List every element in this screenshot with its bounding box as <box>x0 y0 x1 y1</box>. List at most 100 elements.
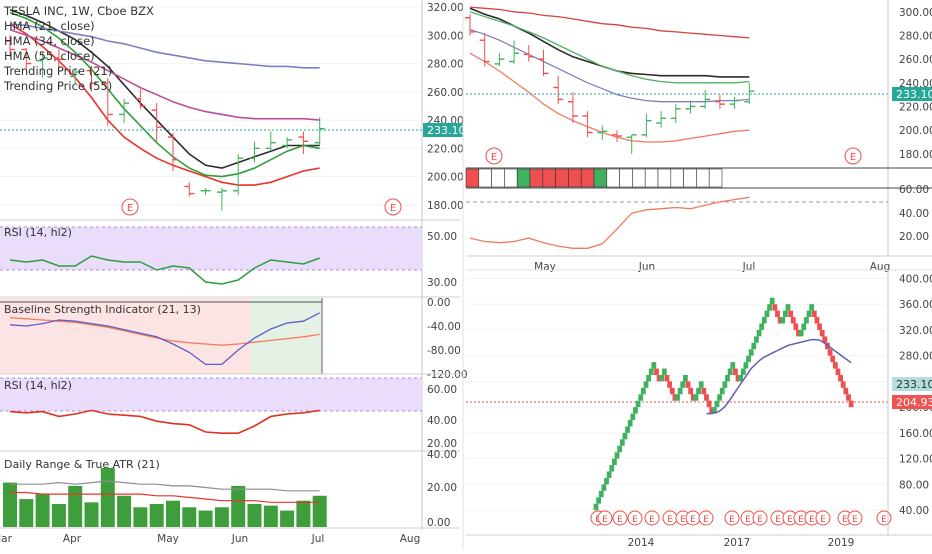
right-top-time-axis[interactable]: May Jun Jul Aug <box>534 261 890 273</box>
renko-brick <box>606 471 612 478</box>
renko-brick <box>814 317 820 324</box>
left-time-axis[interactable]: Mar Apr May Jun Jul Aug <box>0 533 420 545</box>
atr-bar <box>214 507 229 527</box>
renko-price-tick: 40.00 <box>899 505 929 517</box>
earnings-marker-label: E <box>390 203 396 214</box>
renko-earnings-label: E <box>667 515 673 525</box>
renko-price-tick: 280.00 <box>899 351 932 363</box>
renko-brick <box>719 387 725 395</box>
earnings-marker-label: E <box>491 152 497 163</box>
renko-earnings-marker <box>752 510 768 526</box>
renko-earnings-label: E <box>632 515 638 525</box>
right-top-price-axis[interactable]: 300.00 280.00 260.00 240.00 220.00 200.00 180.… <box>899 7 932 161</box>
renko-brick <box>638 394 644 401</box>
signal-cell <box>555 168 569 188</box>
renko-last-price-text: 233.10 <box>896 378 932 391</box>
bsi-axis-m40: -40.00 <box>427 321 461 333</box>
atr-bar <box>3 482 17 527</box>
left-last-price-text: 233.10 <box>427 124 466 137</box>
legend-trending-21[interactable]: Trending Price (21) <box>3 64 112 78</box>
left-price-axis[interactable]: 320.00300.00280.00260.00240.00220.00200.… <box>427 2 464 212</box>
earnings-marker[interactable] <box>485 147 503 165</box>
renko-brick <box>596 497 602 504</box>
legend-hma-21[interactable]: HMA (21, close) <box>4 19 95 33</box>
legend-hma-55[interactable]: HMA (55, close) <box>4 49 95 63</box>
atr-bar <box>19 499 34 527</box>
right-last-price-badge <box>892 87 932 101</box>
renko-panel: EEEEEEEEEEEEEEEEEEEE 400.00 360.00 320.00 2… <box>466 269 932 549</box>
renko-earnings-label: E <box>690 515 696 525</box>
renko-earnings-label: E <box>842 515 848 525</box>
left-price-tick: 180.00 <box>427 200 464 212</box>
right-series-line-4 <box>469 52 750 143</box>
left-price-tick: 280.00 <box>427 59 464 71</box>
rsi1-line <box>9 255 320 285</box>
earnings-marker[interactable] <box>844 147 862 165</box>
left-time-tick: Jun <box>231 533 248 545</box>
renko-brick <box>772 304 778 311</box>
renko-brick <box>754 336 759 343</box>
signal-cell <box>568 168 582 188</box>
renko-brick <box>622 432 628 440</box>
bsi-strength-path <box>9 312 320 366</box>
left-time-tick: Mar <box>0 533 13 545</box>
renko-last-price-badge <box>892 377 932 391</box>
renko-brick <box>832 362 838 369</box>
renko-brick <box>740 368 746 375</box>
renko-brick <box>711 407 717 414</box>
renko-time-axis[interactable]: 2014 2017 2019 <box>628 537 855 549</box>
renko-brick <box>811 310 817 318</box>
renko-brick <box>732 368 738 375</box>
renko-earnings-label: E <box>745 515 751 525</box>
renko-earnings-marker <box>724 510 740 526</box>
bsi-axis-0: 0.00 <box>427 297 450 309</box>
renko-earnings-label: E <box>809 515 815 525</box>
renko-brick <box>796 329 801 337</box>
renko-brick <box>688 387 694 395</box>
legend-hma-34[interactable]: HMA (34, close) <box>4 34 95 48</box>
atr-bar <box>247 503 262 527</box>
renko-brick <box>840 381 846 388</box>
renko-price-tick: 160.00 <box>899 428 932 440</box>
renko-earnings-marker <box>644 510 660 526</box>
legend-trending-55[interactable]: Trending Price (55) <box>3 79 112 93</box>
renko-brick <box>706 400 712 408</box>
atr-panel: Daily Range & True ATR (21) 40.00 20.00 … <box>0 449 460 529</box>
renko-brick <box>630 413 636 421</box>
renko-price-tick: 400.00 <box>899 273 932 285</box>
oscillator-line <box>469 196 750 249</box>
renko-earnings-markers: EEEEEEEEEEEEEEEEEEEE <box>590 510 892 526</box>
earnings-marker[interactable] <box>384 198 402 216</box>
rsi1-path <box>9 255 320 285</box>
renko-price-tick: 360.00 <box>899 299 932 311</box>
left-price-tick: 260.00 <box>427 87 464 99</box>
renko-brick <box>690 394 696 401</box>
rsi2-axis-20: 20.00 <box>427 438 457 450</box>
atr-true-range-path <box>10 480 320 492</box>
renko-earnings-label: E <box>602 515 608 525</box>
renko-brick <box>804 317 809 324</box>
earnings-marker[interactable] <box>121 198 139 216</box>
signal-cell <box>529 168 544 188</box>
signal-cell <box>657 168 672 188</box>
renko-brick <box>646 374 651 382</box>
earnings-marker-label: E <box>850 152 856 163</box>
renko-brick <box>775 310 780 318</box>
left-legend: TESLA INC, 1W, Cboe BZX HMA (21, close) … <box>3 4 154 93</box>
signal-cell <box>644 168 659 188</box>
renko-brick <box>693 394 699 401</box>
right-top-time-tick: May <box>534 261 556 273</box>
atr-bar <box>280 510 295 527</box>
renko-brick <box>614 452 620 459</box>
atr-bar <box>149 503 164 527</box>
renko-brick <box>793 323 799 330</box>
renko-brick <box>593 503 599 511</box>
atr-bar <box>68 485 83 527</box>
renko-brick <box>675 394 680 401</box>
right-top-price-tick: 200.00 <box>899 125 932 137</box>
signal-cell <box>670 168 684 188</box>
signal-cell <box>580 168 595 188</box>
left-last-price-badge <box>423 123 463 137</box>
right-top-price-tick: 240.00 <box>899 78 932 90</box>
